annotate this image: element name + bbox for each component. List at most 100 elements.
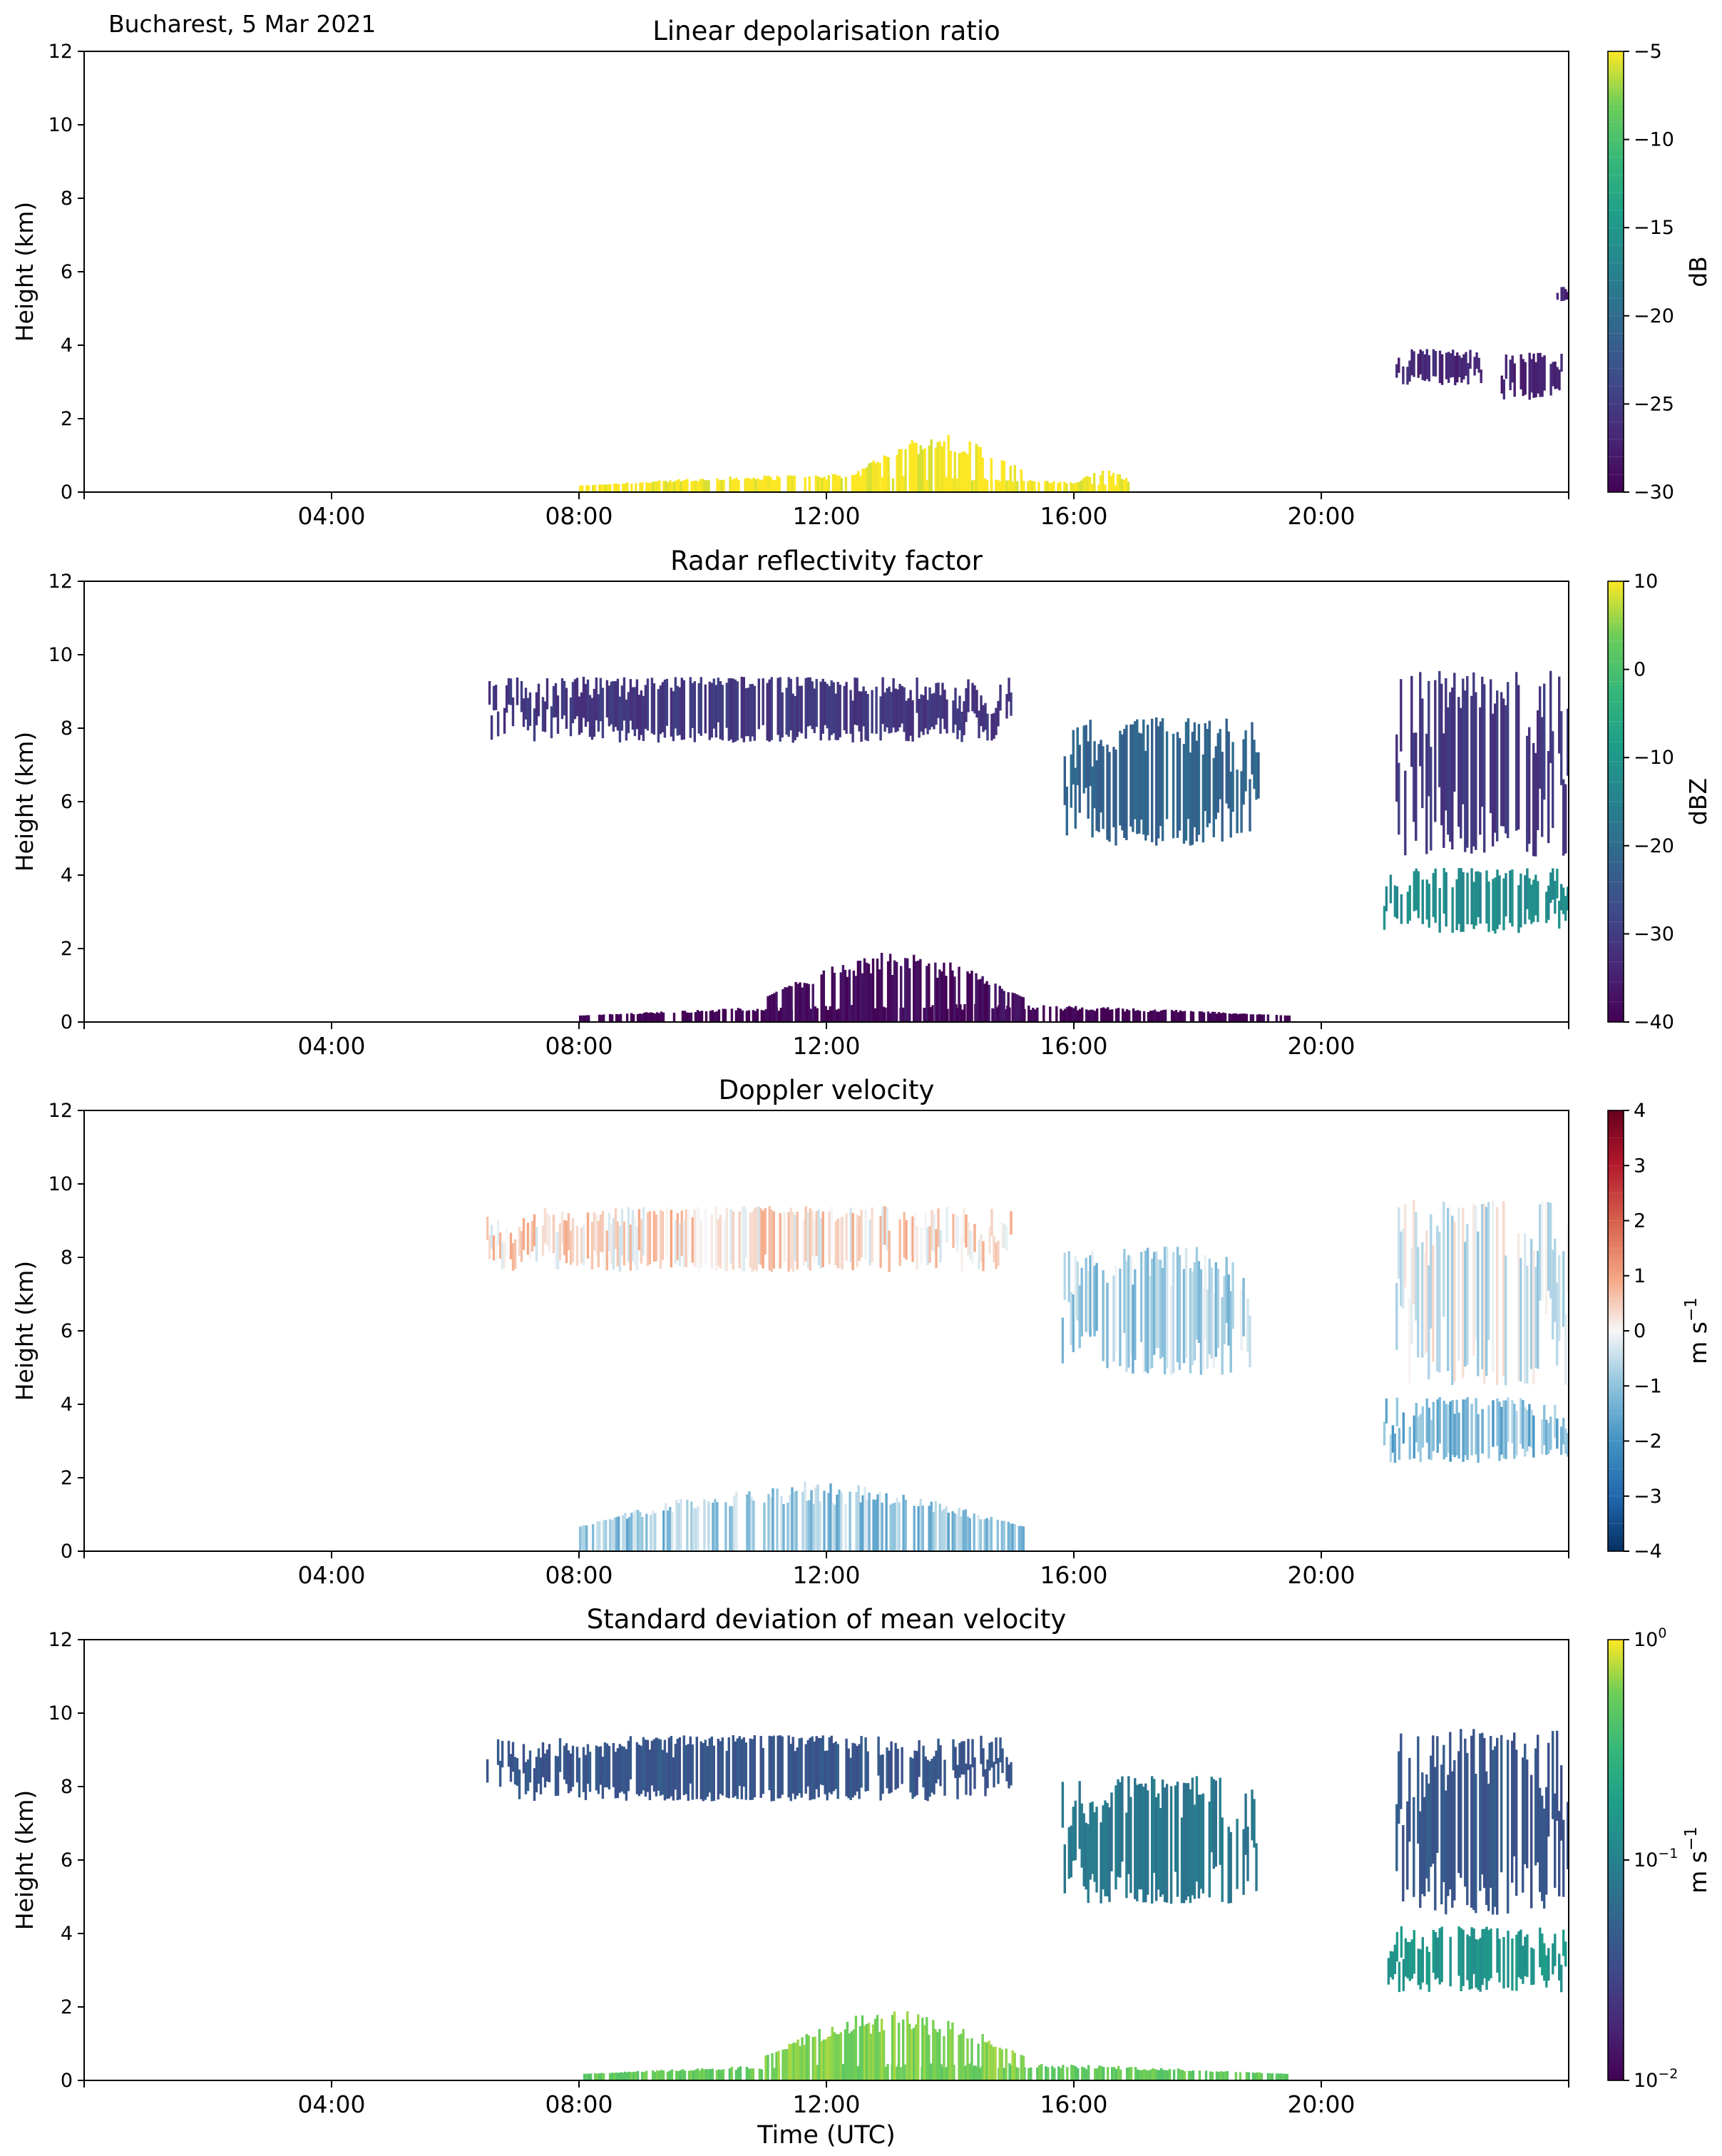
data-cell [1260,1014,1264,1022]
data-cell [817,1209,820,1265]
data-cell [1457,1751,1460,1874]
data-cell [772,1735,775,1802]
data-cell [1398,1428,1401,1460]
data-cell [1417,1416,1420,1453]
data-cell [886,2063,889,2080]
data-cell [1095,760,1098,831]
data-cell [1434,868,1437,923]
data-cell [662,481,665,492]
data-cell [1193,1804,1196,1899]
data-cell [1165,1784,1169,1903]
data-cell [856,2066,859,2080]
data-cell [850,1005,853,1022]
data-cell [582,1747,585,1792]
data-cell [486,1217,489,1240]
data-cell [1547,1202,1550,1291]
data-cell [936,2032,939,2080]
data-cell [1125,1009,1129,1022]
data-cell [857,1485,860,1551]
data-feature [1395,1729,1569,1915]
data-cell [1475,352,1478,369]
x-tick-label: 08:00 [545,502,613,530]
data-cell [617,484,620,492]
data-cell [1085,1009,1088,1022]
data-cell [871,690,873,734]
data-cell [603,1520,605,1551]
data-cell [1466,1224,1469,1365]
data-cell [1560,884,1563,911]
data-cell [1061,1317,1065,1364]
x-tick-label: 16:00 [1040,1032,1107,1060]
data-cell [988,1520,990,1551]
data-cell [1232,1013,1236,1022]
data-cell [1159,2068,1163,2080]
data-cell [618,1744,622,1793]
data-cell [945,1207,948,1242]
data-cell [1402,1825,1405,1902]
data-cell [1217,2072,1221,2080]
data-cell [1225,718,1228,804]
data-cell [762,1747,764,1794]
data-cell [740,1739,743,1799]
data-cell [560,678,564,720]
data-cell [583,2073,586,2080]
data-cell [727,1737,730,1799]
data-cell [612,681,615,732]
data-cell [567,1750,570,1794]
data-cell [824,1750,826,1794]
data-cell [1075,1006,1077,1022]
data-cell [1000,460,1003,492]
data-cell [1193,722,1196,827]
y-tick-label: 4 [61,334,73,357]
data-cell [654,1513,657,1551]
data-cell [1442,1201,1445,1317]
data-cell [964,452,967,492]
data-cell [951,2022,954,2080]
data-cell [829,1006,831,1022]
data-cell [956,1215,959,1252]
data-cell [1189,1011,1193,1022]
data-cell [579,1015,582,1022]
data-cell [1537,881,1539,922]
data-cell [1436,1736,1439,1853]
data-cell [1428,355,1430,382]
data-cell [1415,868,1418,911]
data-cell [571,1217,575,1262]
data-cell [753,1735,756,1797]
data-cell [1552,362,1554,387]
data-cell [567,1212,570,1250]
data-cell [1509,359,1512,391]
data-cell [626,482,629,492]
data-cell [1468,1936,1471,1990]
data-cell [941,1511,943,1551]
data-cell [1208,720,1211,824]
data-cell [1406,1801,1409,1890]
data-cell [522,1218,526,1250]
data-cell [691,1217,694,1263]
data-cell [722,479,725,492]
data-cell [1490,1736,1492,1888]
data-cell [931,1005,934,1022]
data-cell [879,696,882,741]
data-cell [1421,1406,1424,1448]
data-cell [655,1214,658,1262]
data-cell [677,1503,680,1551]
data-cell [894,688,897,732]
data-cell [1155,1011,1159,1022]
data-cell [943,1759,946,1796]
data-cell [757,1206,760,1265]
data-cell [1157,726,1160,839]
data-cell [646,678,650,731]
data-cell [1428,1407,1430,1460]
data-cell [518,1227,521,1256]
data-cell [1212,1293,1215,1368]
data-cell [1243,1013,1246,1022]
data-cell [1432,873,1435,917]
data-cell [685,1012,689,1022]
data-cell [662,2070,665,2080]
data-cell [885,1493,888,1551]
data-cell [699,1741,702,1799]
data-cell [928,2035,931,2080]
data-cell [742,1206,745,1272]
data-cell [1086,476,1090,492]
